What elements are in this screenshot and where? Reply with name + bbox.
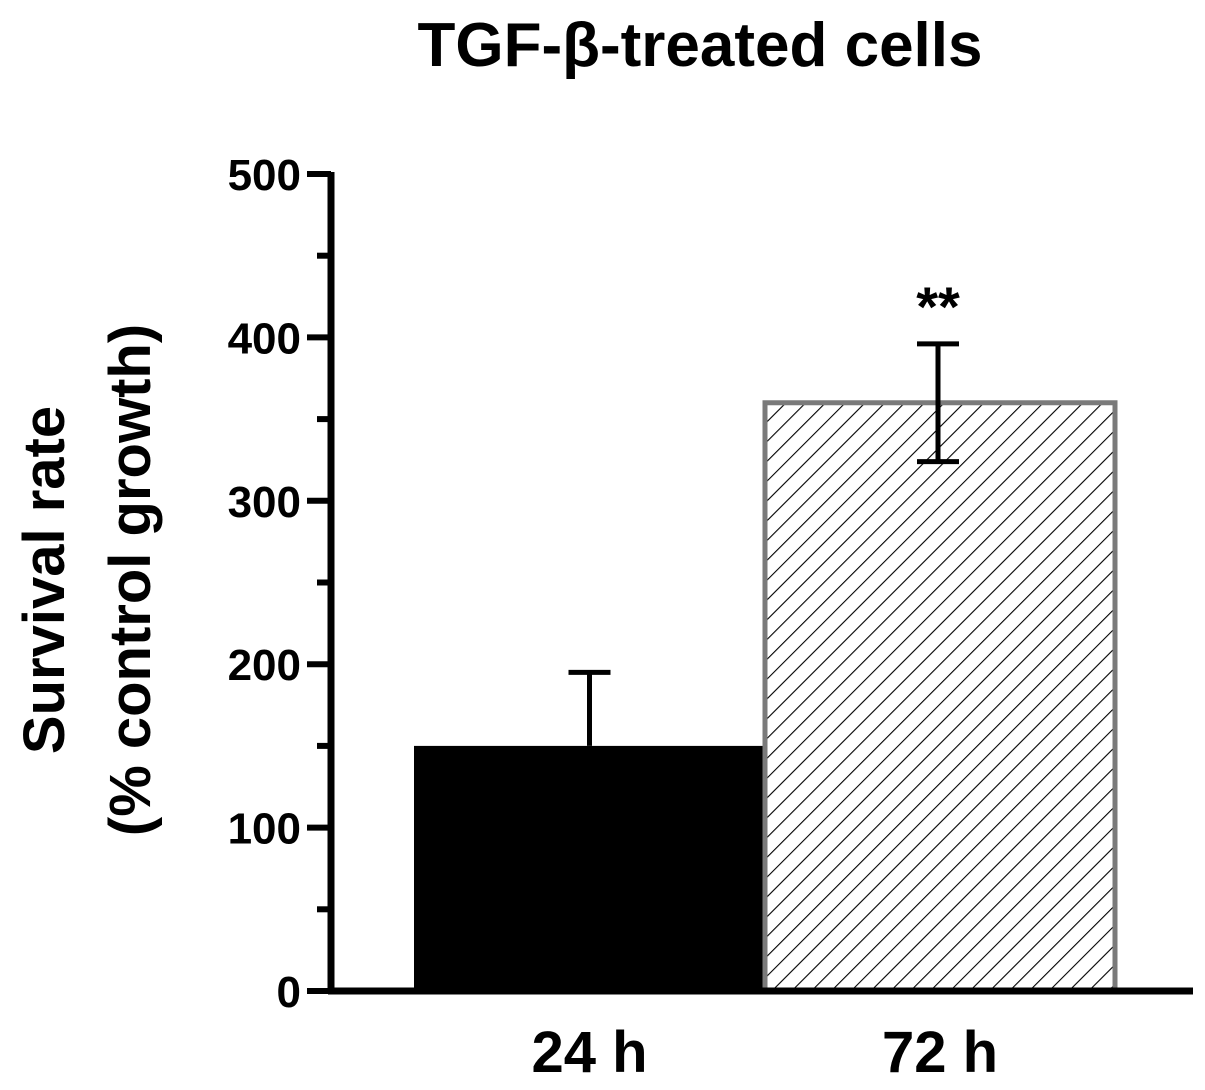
- y-tick-label: 500: [228, 151, 301, 200]
- error-bars-group: [568, 341, 959, 746]
- annotations-group: **: [916, 275, 960, 338]
- y-ticks-group: 0 100 200 300 400 500: [228, 151, 331, 1017]
- y-tick-label: 400: [228, 314, 301, 363]
- y-tick-label: 300: [228, 478, 301, 527]
- y-tick-label: 0: [277, 968, 301, 1017]
- bar-24h: [414, 745, 765, 991]
- chart-title: TGF-β-treated cells: [418, 11, 983, 80]
- y-tick-label: 200: [228, 641, 301, 690]
- y-axis-label-line-2: (% control growth): [98, 324, 163, 836]
- significance-marker: **: [916, 275, 960, 338]
- y-axis-label-line-1: Survival rate: [12, 406, 77, 754]
- x-labels-group: 24 h 72 h: [531, 1020, 998, 1085]
- y-tick-label: 100: [228, 805, 301, 854]
- bar-72h: [762, 400, 1118, 994]
- x-tick-label: 24 h: [531, 1020, 647, 1085]
- bars-group: [414, 400, 1118, 994]
- x-tick-label: 72 h: [882, 1020, 998, 1085]
